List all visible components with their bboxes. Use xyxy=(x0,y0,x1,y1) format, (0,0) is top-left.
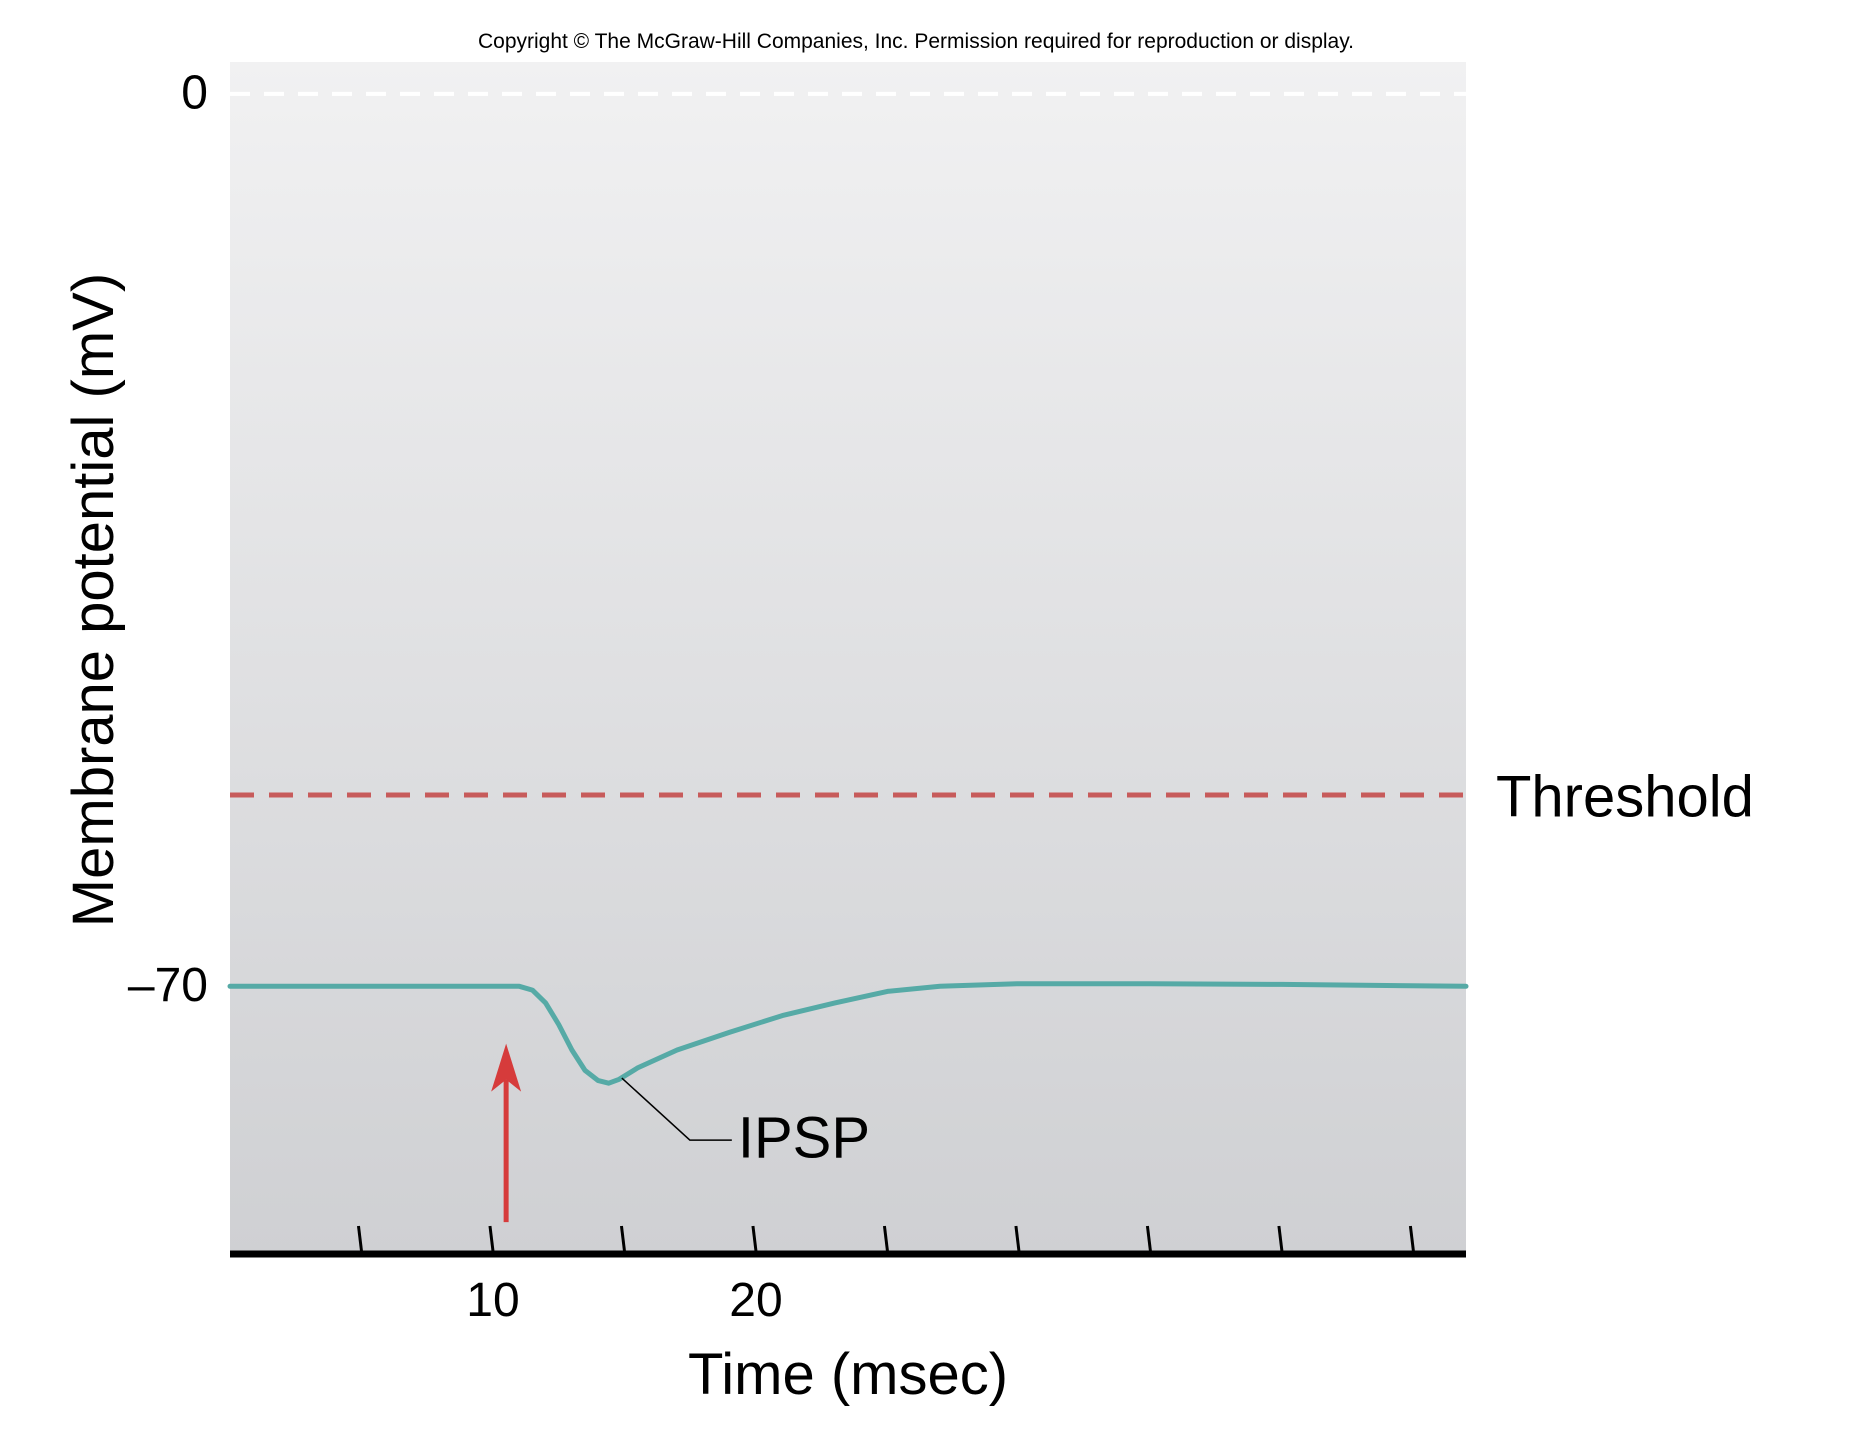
ipsp-label: IPSP xyxy=(738,1105,870,1170)
x-tick xyxy=(1145,1225,1152,1252)
x-tick-labels: 10 20 xyxy=(466,1274,782,1327)
x-tick xyxy=(882,1225,889,1252)
x-tick xyxy=(1277,1225,1284,1252)
membrane-potential-curve xyxy=(227,981,1469,1086)
copyright-notice: Copyright © The McGraw-Hill Companies, I… xyxy=(478,30,1354,53)
y-tick-label: –70 xyxy=(128,959,208,1012)
ipsp-leader-line xyxy=(621,1077,732,1141)
x-tick-label: 10 xyxy=(466,1274,519,1327)
y-tick-label: 0 xyxy=(181,67,208,120)
stimulus-arrow xyxy=(491,1043,522,1223)
stimulus-arrow-head xyxy=(491,1043,522,1092)
x-tick-label: 20 xyxy=(729,1274,782,1327)
x-axis-ticks xyxy=(357,1225,1415,1252)
plot-background xyxy=(230,62,1466,1254)
x-axis-label: Time (msec) xyxy=(688,1342,1008,1407)
y-axis-label: Membrane potential (mV) xyxy=(61,273,126,927)
x-tick xyxy=(1408,1225,1415,1252)
x-tick xyxy=(751,1225,758,1252)
x-tick xyxy=(1014,1225,1021,1252)
x-tick xyxy=(488,1225,495,1252)
y-tick-labels: 0 –70 xyxy=(128,67,208,1012)
x-tick xyxy=(619,1225,626,1252)
threshold-label: Threshold xyxy=(1496,764,1754,829)
x-tick xyxy=(357,1225,363,1252)
